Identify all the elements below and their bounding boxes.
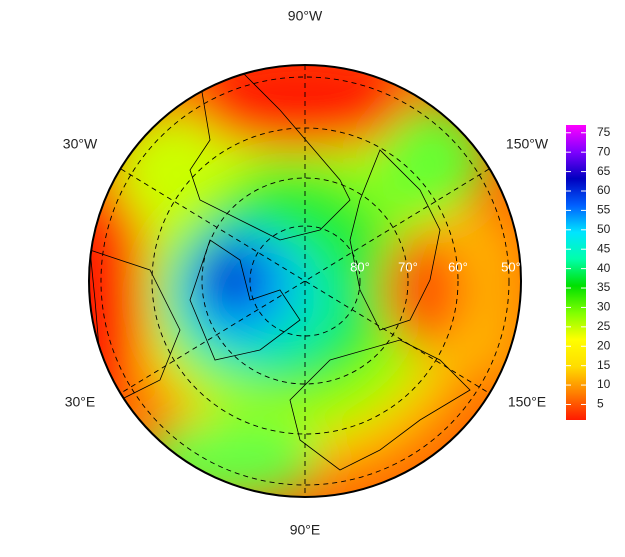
colorbar-tick-label: 25 (597, 319, 611, 333)
meridian-label: 30°E (65, 394, 96, 410)
coastlines (89, 69, 471, 471)
latitude-label: 60° (448, 259, 468, 274)
colorbar-tick-label: 20 (597, 338, 611, 352)
colorbar-tick-label: 30 (597, 300, 611, 314)
meridian-label: 30°W (63, 136, 98, 152)
meridian-label: 90°W (288, 8, 323, 24)
colorbar-tick-label: 45 (597, 241, 611, 255)
latitude-label: 50° (501, 259, 521, 274)
colorbar (566, 125, 586, 420)
colorbar-tick-label: 70 (597, 144, 611, 158)
map-border (88, 64, 522, 498)
colorbar-tick-label: 65 (597, 164, 611, 178)
colorbar-tick-label: 35 (597, 280, 611, 294)
colorbar-tick-label: 55 (597, 203, 611, 217)
graticule (100, 65, 510, 497)
colorbar-tick-label: 60 (597, 183, 611, 197)
colorbar-tick-label: 15 (597, 358, 611, 372)
colorbar-tick-label: 10 (597, 377, 611, 391)
latitude-label: 70° (398, 259, 418, 274)
colorbar-tick-label: 5 (597, 397, 604, 411)
colorbar-tick-label: 75 (597, 125, 611, 139)
meridian-label: 90°E (290, 522, 321, 538)
meridian-label: 150°W (506, 136, 549, 152)
meridian-label: 150°E (508, 394, 546, 410)
colorbar-tick-label: 40 (597, 261, 611, 275)
colorbar-tick-label: 50 (597, 222, 611, 236)
latitude-label: 80° (350, 259, 370, 274)
data-field (89, 65, 521, 497)
